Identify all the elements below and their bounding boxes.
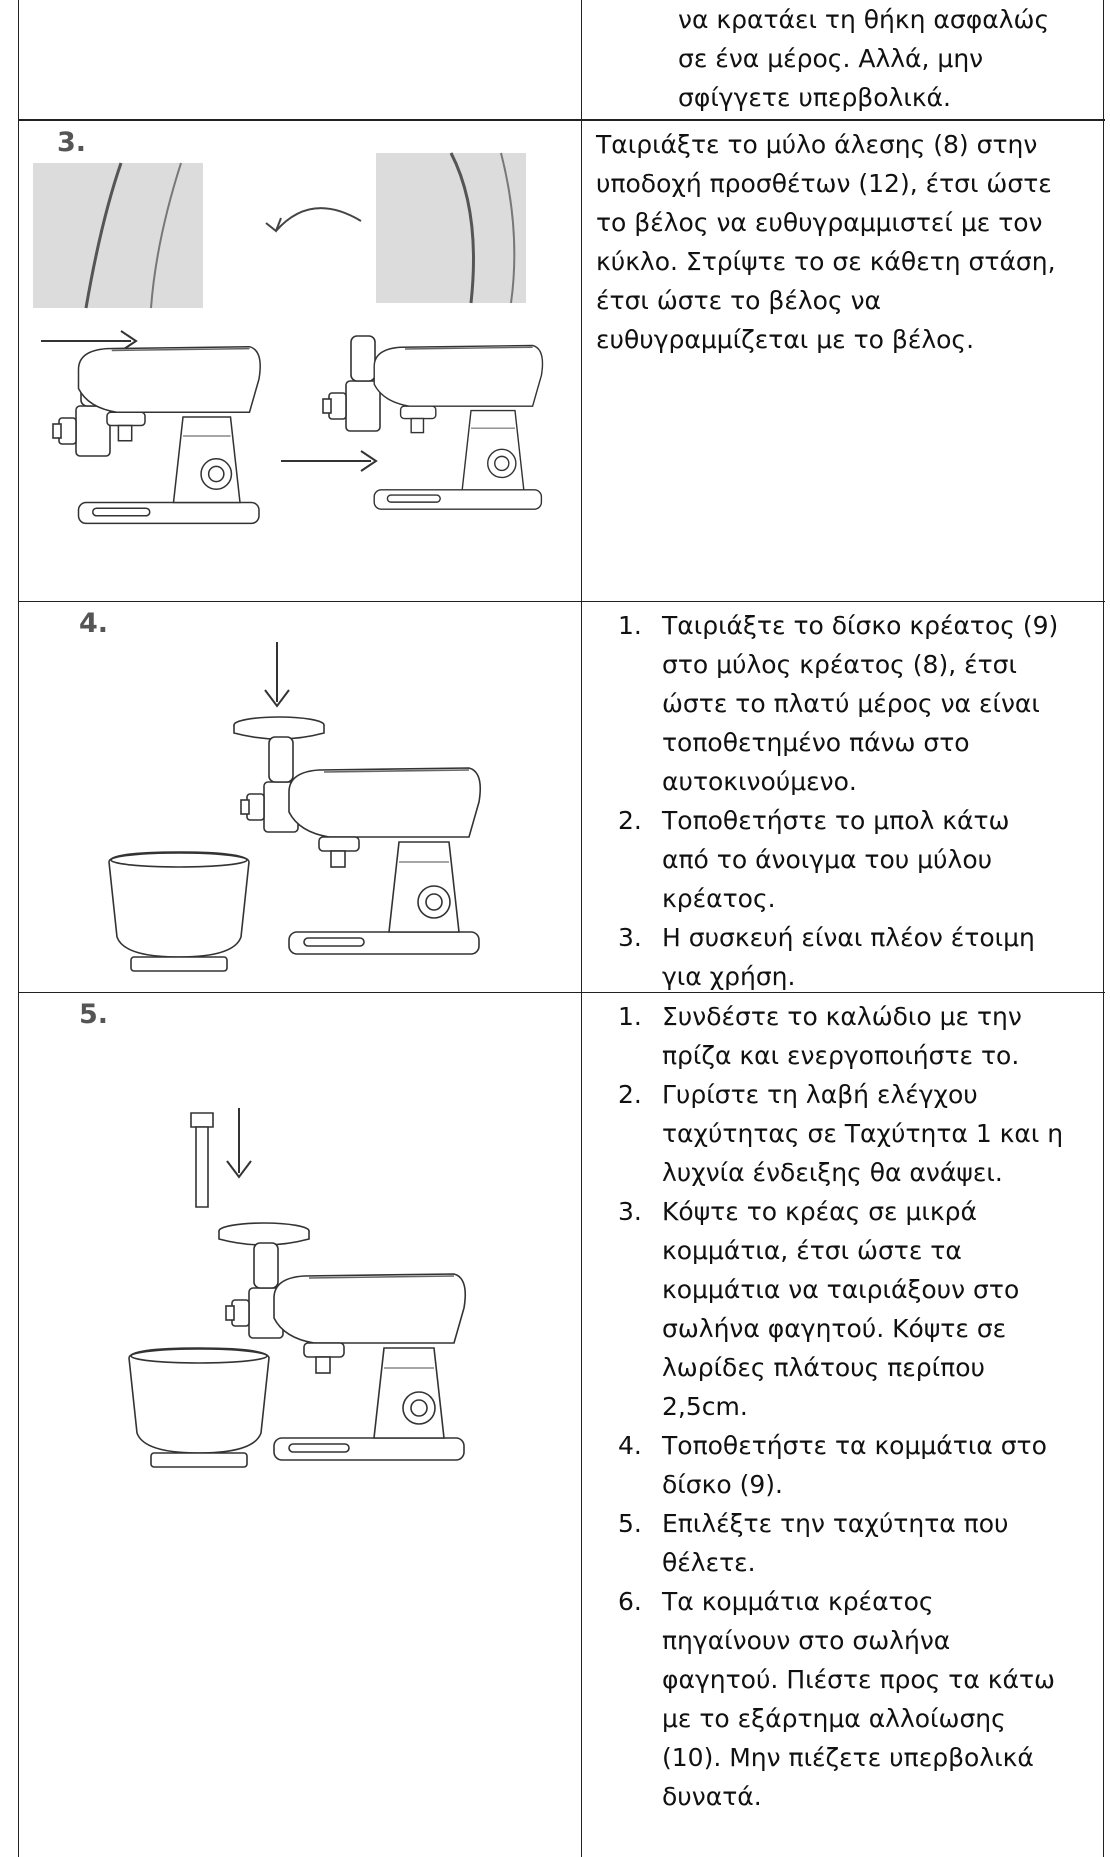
list-cell: 1. Ταιριάξτε το δίσκο κρέατος (9) στο μύλο… xyxy=(584,602,1105,992)
text-line: ευθυγραμμίζεται με το βέλος. xyxy=(596,325,975,354)
text-cell: να κρατάει τη θήκη ασφαλώς σε ένα μέρος. … xyxy=(584,0,1105,119)
text-line: υποδοχή προσθέτων (12), έτσι ώστε xyxy=(596,169,1052,198)
text-line: με το εξάρτημα αλλοίωσης xyxy=(662,1704,1006,1733)
illustration xyxy=(128,1053,467,1468)
text-line: κομμάτια, έτσι ώστε τα xyxy=(662,1236,962,1265)
text-line: θέλετε. xyxy=(662,1548,756,1577)
text-line: δίσκο (9). xyxy=(662,1470,783,1499)
text-line: τοποθετημένο πάνω στο xyxy=(662,728,970,757)
table: να κρατάει τη θήκη ασφαλώς σε ένα μέρος. … xyxy=(18,0,1105,1857)
text-line: έτσι ώστε το βέλος να xyxy=(596,286,882,315)
text-line: δυνατά. xyxy=(662,1782,762,1811)
text-line: κομμάτια να ταιριάξουν στο xyxy=(662,1275,1020,1304)
text-line: πρίζα και ενεργοποιήστε το. xyxy=(662,1041,1020,1070)
row: 4. 1. Ταιριάξτε το δίσκο κρέατος (9) στο μ… xyxy=(19,602,1105,993)
list-item: 1. Συνδέστε το καλώδιο με την πρίζα και εν… xyxy=(584,997,1105,1075)
text-line: Ταιριάξτε το μύλο άλεσης (8) στην xyxy=(596,130,1038,159)
text-line: σφίγγετε υπερβολικά. xyxy=(678,83,951,112)
text-line: Τοποθετήστε το μπολ κάτω xyxy=(662,806,1010,835)
list-item: 2. Γυρίστε τη λαβή ελέγχου ταχύτητας σε Τα… xyxy=(584,1075,1105,1192)
step-number: 5. xyxy=(79,999,109,1030)
item-number: 5. xyxy=(618,1509,642,1538)
list-item: 3. Κόψτε το κρέας σε μικρά κομμάτια, έτσι … xyxy=(584,1192,1105,1426)
text-line: Κόψτε το κρέας σε μικρά xyxy=(662,1197,977,1226)
text-line: ταχύτητας σε Ταχύτητα 1 και η xyxy=(662,1119,1064,1148)
item-number: 1. xyxy=(618,611,642,640)
image-cell: 3. xyxy=(19,121,581,601)
row: 3. Ταιριάξτε το μύλο άλεσης (8) στην υποδ… xyxy=(19,120,1105,602)
text-line: κύκλο. Στρίψτε το σε κάθετη στάση, xyxy=(596,247,1056,276)
text-line: να κρατάει τη θήκη ασφαλώς xyxy=(678,5,1050,34)
list-item: 4. Τοποθετήστε τα κομμάτια στο δίσκο (9). xyxy=(584,1426,1105,1504)
list-item: 1. Ταιριάξτε το δίσκο κρέατος (9) στο μύλο… xyxy=(584,606,1105,801)
item-number: 2. xyxy=(618,806,642,835)
text-line: σωλήνα φαγητού. Κόψτε σε xyxy=(662,1314,1007,1343)
text-cell: Ταιριάξτε το μύλο άλεσης (8) στην υποδοχή… xyxy=(584,121,1105,601)
text-line: (10). Μην πιέζετε υπερβολικά xyxy=(662,1743,1034,1772)
text-line: Γυρίστε τη λαβή ελέγχου xyxy=(662,1080,978,1109)
image-cell: 5. xyxy=(19,993,581,1857)
text-line: αυτοκινούμενο. xyxy=(662,767,857,796)
text-line: Συνδέστε το καλώδιο με την xyxy=(662,1002,1022,1031)
list-item: 3. Η συσκευή είναι πλέον έτοιμη για χρήση. xyxy=(584,918,1105,996)
step-number: 4. xyxy=(79,608,109,639)
text-line: Επιλέξτε την ταχύτητα που xyxy=(662,1509,1009,1538)
text-line: σε ένα μέρος. Αλλά, μην xyxy=(678,44,984,73)
item-number: 2. xyxy=(618,1080,642,1109)
text-line: ώστε το πλατύ μέρος να είναι xyxy=(662,689,1040,718)
list-cell: 1. Συνδέστε το καλώδιο με την πρίζα και εν… xyxy=(584,993,1105,1857)
item-number: 1. xyxy=(618,1002,642,1031)
list-item: 2. Τοποθετήστε το μπολ κάτω από το άνοιγμα… xyxy=(584,801,1105,918)
item-number: 3. xyxy=(618,1197,642,1226)
text-line: λυχνία ένδειξης θα ανάψει. xyxy=(662,1158,1003,1187)
step-number: 3. xyxy=(57,127,87,158)
text-line: κρέατος. xyxy=(662,884,776,913)
text-line: λωρίδες πλάτους περίπου xyxy=(662,1353,985,1382)
row: 5. 1. Συνδέστε το καλώδιο με την πρίζα και… xyxy=(19,993,1105,1857)
item-number: 4. xyxy=(618,1431,642,1460)
text-line: στο μύλος κρέατος (8), έτσι xyxy=(662,650,1017,679)
item-number: 6. xyxy=(618,1587,642,1616)
text-line: πηγαίνουν στο σωλήνα xyxy=(662,1626,951,1655)
text-line: για χρήση. xyxy=(662,962,796,991)
text-line: Τοποθετήστε τα κομμάτια στο xyxy=(662,1431,1047,1460)
image-cell: 4. xyxy=(19,602,581,992)
text-line: το βέλος να ευθυγραμμιστεί με τον xyxy=(596,208,1043,237)
column-divider xyxy=(581,0,582,1857)
list-item: 6. Τα κομμάτια κρέατος πηγαίνουν στο σωλήν… xyxy=(584,1582,1105,1816)
illustration xyxy=(33,151,544,525)
row: να κρατάει τη θήκη ασφαλώς σε ένα μέρος. … xyxy=(19,0,1105,120)
list-item: 5. Επιλέξτε την ταχύτητα που θέλετε. xyxy=(584,1504,1105,1582)
text-line: Ταιριάξτε το δίσκο κρέατος (9) xyxy=(662,611,1059,640)
item-number: 3. xyxy=(618,923,642,952)
text-line: Η συσκευή είναι πλέον έτοιμη xyxy=(662,923,1035,952)
text-line: 2,5cm. xyxy=(662,1392,748,1421)
text-line: Τα κομμάτια κρέατος xyxy=(662,1587,934,1616)
illustration xyxy=(108,622,482,972)
text-line: από το άνοιγμα του μύλου xyxy=(662,845,993,874)
text-line: φαγητού. Πιέστε προς τα κάτω xyxy=(662,1665,1055,1694)
